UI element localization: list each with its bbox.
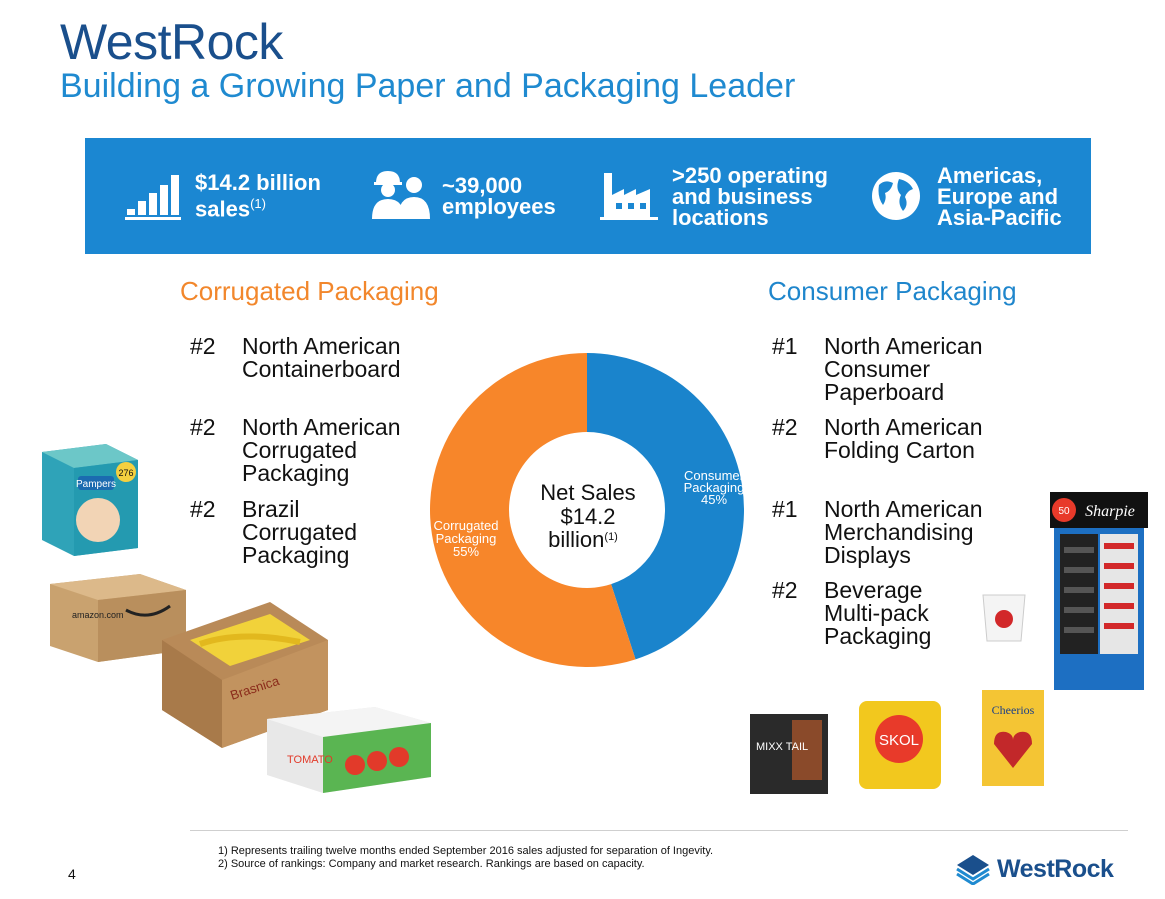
center-label-line1: Net Sales <box>540 480 635 505</box>
svg-text:SKOL: SKOL <box>879 732 919 749</box>
tomato-box-image: TOMATO <box>267 707 431 793</box>
svg-text:MIXX TAIL: MIXX TAIL <box>756 741 808 753</box>
center-label-line3: billion(1) <box>548 527 618 552</box>
westrock-logo-text: WestRock <box>997 854 1114 883</box>
sharpie-display-image: 50 Sharpie <box>1050 492 1148 690</box>
corrugated-packaging-title: Corrugated Packaging <box>180 276 439 306</box>
svg-text:276: 276 <box>118 468 133 478</box>
takeout-box-image <box>982 594 1026 642</box>
svg-text:Cheerios: Cheerios <box>992 703 1035 717</box>
donut-slice-consumer-packaging <box>587 353 745 660</box>
slice-label-consumer-2: Packaging <box>684 480 745 495</box>
mixx-tail-pack-image: MIXX TAIL <box>750 714 828 794</box>
page-number: 4 <box>68 866 76 882</box>
stat-regions: Americas, Europe and Asia-Pacific <box>865 138 1062 254</box>
page-title: WestRock <box>60 14 283 70</box>
page-subtitle: Building a Growing Paper and Packaging L… <box>60 67 796 105</box>
svg-text:TOMATO: TOMATO <box>287 754 333 766</box>
footnote-2: 2) Source of rankings: Company and marke… <box>218 858 645 870</box>
amazon-box-image: amazon.com <box>50 574 186 662</box>
stat-locations-text: >250 operating and business locations <box>672 162 828 230</box>
slice-label-consumer-3: 45% <box>701 492 727 507</box>
svg-text:Pampers: Pampers <box>76 479 116 490</box>
svg-text:50: 50 <box>1058 506 1070 517</box>
stat-sales-text: $14.2 billion sales(1) <box>195 170 321 222</box>
factory-icon <box>600 173 658 220</box>
employees-icon <box>372 171 430 219</box>
cheerios-box-image: Cheerios <box>982 690 1044 786</box>
skol-pack-image: SKOL <box>859 701 941 789</box>
stat-sales: $14.2 billion sales(1) <box>123 138 321 254</box>
westrock-logo: WestRock <box>955 853 1114 885</box>
center-label-line2: $14.2 <box>560 504 615 529</box>
footer-divider <box>190 830 1128 831</box>
svg-text:Sharpie: Sharpie <box>1085 503 1135 520</box>
globe-icon <box>872 172 920 220</box>
footnote-1: 1) Represents trailing twelve months end… <box>218 845 714 857</box>
westrock-logo-icon <box>956 855 990 885</box>
stat-regions-text: Americas, Europe and Asia-Pacific <box>937 162 1062 230</box>
bar-chart-icon <box>125 175 181 220</box>
stat-employees-text: ~39,000 employees <box>442 173 556 219</box>
svg-text:amazon.com: amazon.com <box>72 610 124 620</box>
stats-banner: $14.2 billion sales(1) ~39,000 employees <box>85 138 1091 254</box>
slice-label-consumer-1: Consumer <box>684 468 745 483</box>
banana-box-image: Brasnica <box>162 602 328 748</box>
consumer-packaging-title: Consumer Packaging <box>768 276 1017 306</box>
pampers-box-image: Pampers 276 <box>42 444 138 556</box>
stat-employees: ~39,000 employees <box>370 138 556 254</box>
stat-locations: >250 operating and business locations <box>600 138 828 254</box>
